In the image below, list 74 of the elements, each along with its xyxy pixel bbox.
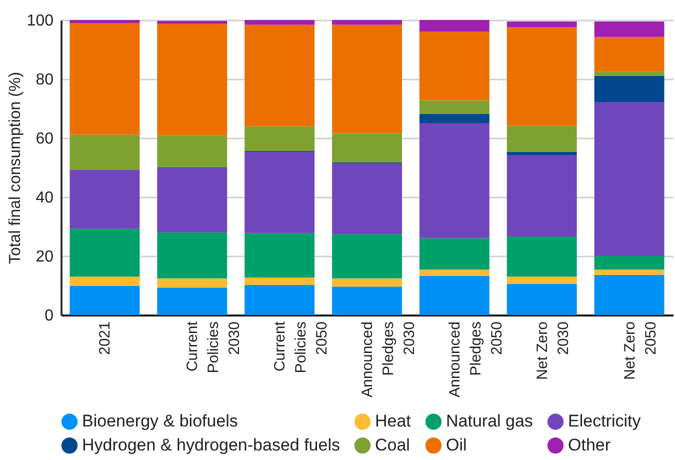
bar xyxy=(419,20,490,32)
bar xyxy=(332,278,402,287)
bar xyxy=(70,134,140,170)
bar xyxy=(594,21,664,37)
bar xyxy=(419,100,490,114)
x-tick-label: Current Policies 2050 xyxy=(272,320,331,374)
y-tick-label: 100 xyxy=(26,12,54,30)
bar xyxy=(244,284,315,315)
bar xyxy=(70,22,140,135)
bar xyxy=(419,276,490,315)
bar xyxy=(157,232,228,278)
legend-label: Electricity xyxy=(568,412,642,431)
y-tick-label: 40 xyxy=(36,190,54,206)
bar xyxy=(332,234,402,278)
y-tick-label: 20 xyxy=(36,248,54,266)
bar xyxy=(70,286,140,315)
bar xyxy=(506,155,577,237)
x-tick-label: Net Zero 2050 xyxy=(621,322,660,380)
bar xyxy=(594,274,664,315)
bar xyxy=(594,72,664,76)
bar xyxy=(419,122,490,238)
bar xyxy=(506,276,577,284)
bar xyxy=(419,238,490,270)
x-tick-label: Announced Pledges 2030 xyxy=(359,322,418,398)
legend-label: Oil xyxy=(446,436,467,454)
bar xyxy=(506,236,577,277)
bar xyxy=(244,152,315,234)
bar xyxy=(594,102,664,256)
x-tick-label: 2021 xyxy=(96,322,114,355)
bar xyxy=(506,152,577,156)
bar xyxy=(157,168,228,232)
bar xyxy=(506,126,577,152)
y-axis-title: Total final consumption (%) xyxy=(6,72,24,264)
bar xyxy=(157,24,228,136)
bar xyxy=(244,20,315,25)
bar xyxy=(70,276,140,286)
y-tick-label: 80 xyxy=(36,72,54,88)
bar xyxy=(419,114,490,123)
bar xyxy=(506,21,577,28)
bar xyxy=(332,24,402,134)
bar xyxy=(419,270,490,276)
bar xyxy=(594,270,664,275)
legend-label: Heat xyxy=(375,412,412,431)
bar xyxy=(594,256,664,270)
bar xyxy=(506,284,577,315)
bar xyxy=(332,286,402,315)
bar xyxy=(332,20,402,25)
x-tick-label: Net Zero 2030 xyxy=(534,322,572,380)
bar xyxy=(157,288,228,315)
y-tick-label: 0 xyxy=(44,308,54,324)
x-tick-label: Current Policies 2030 xyxy=(184,320,244,374)
bar xyxy=(419,32,490,100)
bar xyxy=(594,36,664,72)
bar xyxy=(70,228,140,277)
x-tick-label: Announced Pledges 2050 xyxy=(446,322,506,398)
legend-label: Coal xyxy=(375,436,410,454)
bar xyxy=(70,170,140,229)
legend-label: Bioenergy & biofuels xyxy=(82,412,238,431)
bar xyxy=(157,136,228,168)
bar xyxy=(332,163,402,234)
legend-label: Other xyxy=(568,436,611,454)
legend-label: Natural gas xyxy=(446,412,533,431)
bar xyxy=(244,233,315,278)
y-tick-label: 60 xyxy=(36,130,54,148)
legend-label: Hydrogen & hydrogen-based fuels xyxy=(82,436,340,454)
bar xyxy=(157,20,228,24)
bar xyxy=(244,24,315,126)
bar xyxy=(70,20,140,23)
bar xyxy=(332,133,402,162)
bar xyxy=(594,76,664,102)
bar xyxy=(244,278,315,285)
bar xyxy=(506,27,577,126)
bar xyxy=(244,126,315,151)
bar xyxy=(157,278,228,288)
